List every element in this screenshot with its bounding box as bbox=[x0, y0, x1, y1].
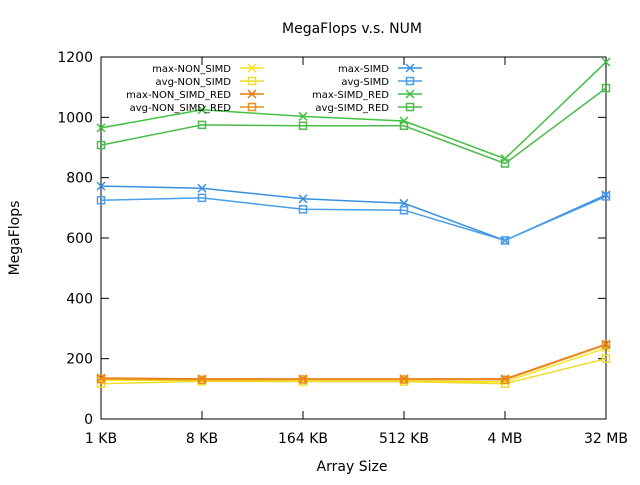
legend-marker bbox=[405, 89, 415, 99]
legend-item: max-SIMD bbox=[338, 63, 422, 75]
data-point bbox=[96, 181, 106, 191]
legend-item: max-SIMD_RED bbox=[312, 89, 422, 101]
legend-marker bbox=[247, 102, 257, 112]
data-point bbox=[601, 340, 611, 350]
data-point bbox=[298, 121, 308, 131]
legend-label: avg-SIMD bbox=[341, 77, 389, 88]
y-tick-label: 200 bbox=[66, 352, 93, 368]
x-tick-label: 512 KB bbox=[379, 431, 429, 447]
x-axis: 1 KB 8 KB 164 KB 512 KB 4 MB 32 MB bbox=[85, 57, 628, 447]
data-point bbox=[298, 111, 308, 121]
x-tick-label: 4 MB bbox=[487, 431, 522, 447]
data-point bbox=[197, 183, 207, 193]
series-max-SIMD bbox=[96, 181, 611, 245]
chart-title: MegaFlops v.s. NUM bbox=[282, 21, 422, 37]
legend-marker bbox=[405, 102, 415, 112]
y-tick-label: 0 bbox=[84, 412, 93, 428]
series-line bbox=[100, 195, 607, 242]
y-axis: 0 200 400 600 800 1000 1200 bbox=[57, 50, 606, 428]
data-point bbox=[601, 83, 611, 93]
x-tick-label: 1 KB bbox=[85, 431, 117, 447]
legend-marker bbox=[405, 76, 415, 86]
legend-item: max-NON_SIMD_RED bbox=[126, 89, 264, 101]
data-point bbox=[197, 120, 207, 130]
y-tick-label: 400 bbox=[66, 291, 93, 307]
data-point bbox=[601, 57, 611, 67]
legend-label: avg-NON_SIMD_RED bbox=[130, 103, 232, 114]
data-point bbox=[298, 375, 308, 384]
series-line bbox=[100, 185, 607, 242]
x-tick-label: 164 KB bbox=[278, 431, 328, 447]
data-point bbox=[500, 236, 510, 245]
data-point bbox=[96, 374, 106, 384]
y-tick-label: 600 bbox=[66, 231, 93, 247]
y-axis-label: MegaFlops bbox=[7, 201, 23, 276]
legend-item: avg-NON_SIMD_RED bbox=[130, 102, 264, 114]
legend-item: avg-SIMD bbox=[341, 76, 422, 88]
series-line bbox=[100, 344, 607, 381]
legend-label: avg-SIMD_RED bbox=[315, 103, 389, 114]
legend-label: max-NON_SIMD_RED bbox=[126, 90, 231, 101]
legend-marker bbox=[247, 76, 257, 86]
series-line bbox=[100, 357, 607, 385]
legend-label: max-SIMD bbox=[338, 64, 389, 75]
y-tick-label: 800 bbox=[66, 171, 93, 187]
legend: max-NON_SIMD avg-NON_SIMD max-NON_SIMD_RED… bbox=[126, 63, 422, 114]
series-avg-NON_SIMD bbox=[96, 354, 611, 388]
x-axis-label: Array Size bbox=[317, 459, 388, 475]
data-point bbox=[96, 140, 106, 150]
series-line bbox=[100, 61, 607, 160]
data-point bbox=[298, 205, 308, 214]
data-point bbox=[399, 375, 409, 384]
data-point bbox=[601, 354, 611, 363]
data-point bbox=[500, 159, 510, 168]
y-tick-label: 1000 bbox=[57, 110, 93, 126]
y-tick-label: 1200 bbox=[57, 50, 93, 66]
legend-label: max-SIMD_RED bbox=[312, 90, 389, 101]
data-point bbox=[399, 121, 409, 131]
legend-item: avg-SIMD_RED bbox=[315, 102, 422, 114]
data-point bbox=[298, 194, 308, 204]
data-point bbox=[197, 375, 207, 385]
data-point bbox=[399, 198, 409, 208]
data-point bbox=[96, 196, 106, 205]
data-point bbox=[197, 193, 207, 203]
data-point bbox=[601, 192, 611, 201]
legend-item: avg-NON_SIMD bbox=[156, 76, 264, 88]
legend-marker bbox=[405, 63, 415, 73]
legend-item: max-NON_SIMD bbox=[152, 63, 264, 75]
legend-marker bbox=[247, 63, 257, 73]
series-avg-NON_SIMD_RED bbox=[96, 340, 611, 385]
x-tick-label: 8 KB bbox=[186, 431, 218, 447]
series-layer bbox=[96, 57, 611, 388]
series-line bbox=[100, 87, 607, 165]
data-point bbox=[500, 375, 510, 385]
series-avg-SIMD bbox=[96, 192, 611, 245]
data-point bbox=[96, 379, 106, 388]
legend-label: avg-NON_SIMD bbox=[156, 77, 232, 88]
series-avg-SIMD_RED bbox=[96, 83, 611, 168]
legend-label: max-NON_SIMD bbox=[152, 64, 231, 75]
data-point bbox=[96, 123, 106, 133]
data-point bbox=[399, 205, 409, 215]
legend-marker bbox=[247, 89, 257, 99]
data-point bbox=[197, 105, 207, 115]
data-point bbox=[399, 116, 409, 126]
x-tick-label: 32 MB bbox=[584, 431, 628, 447]
